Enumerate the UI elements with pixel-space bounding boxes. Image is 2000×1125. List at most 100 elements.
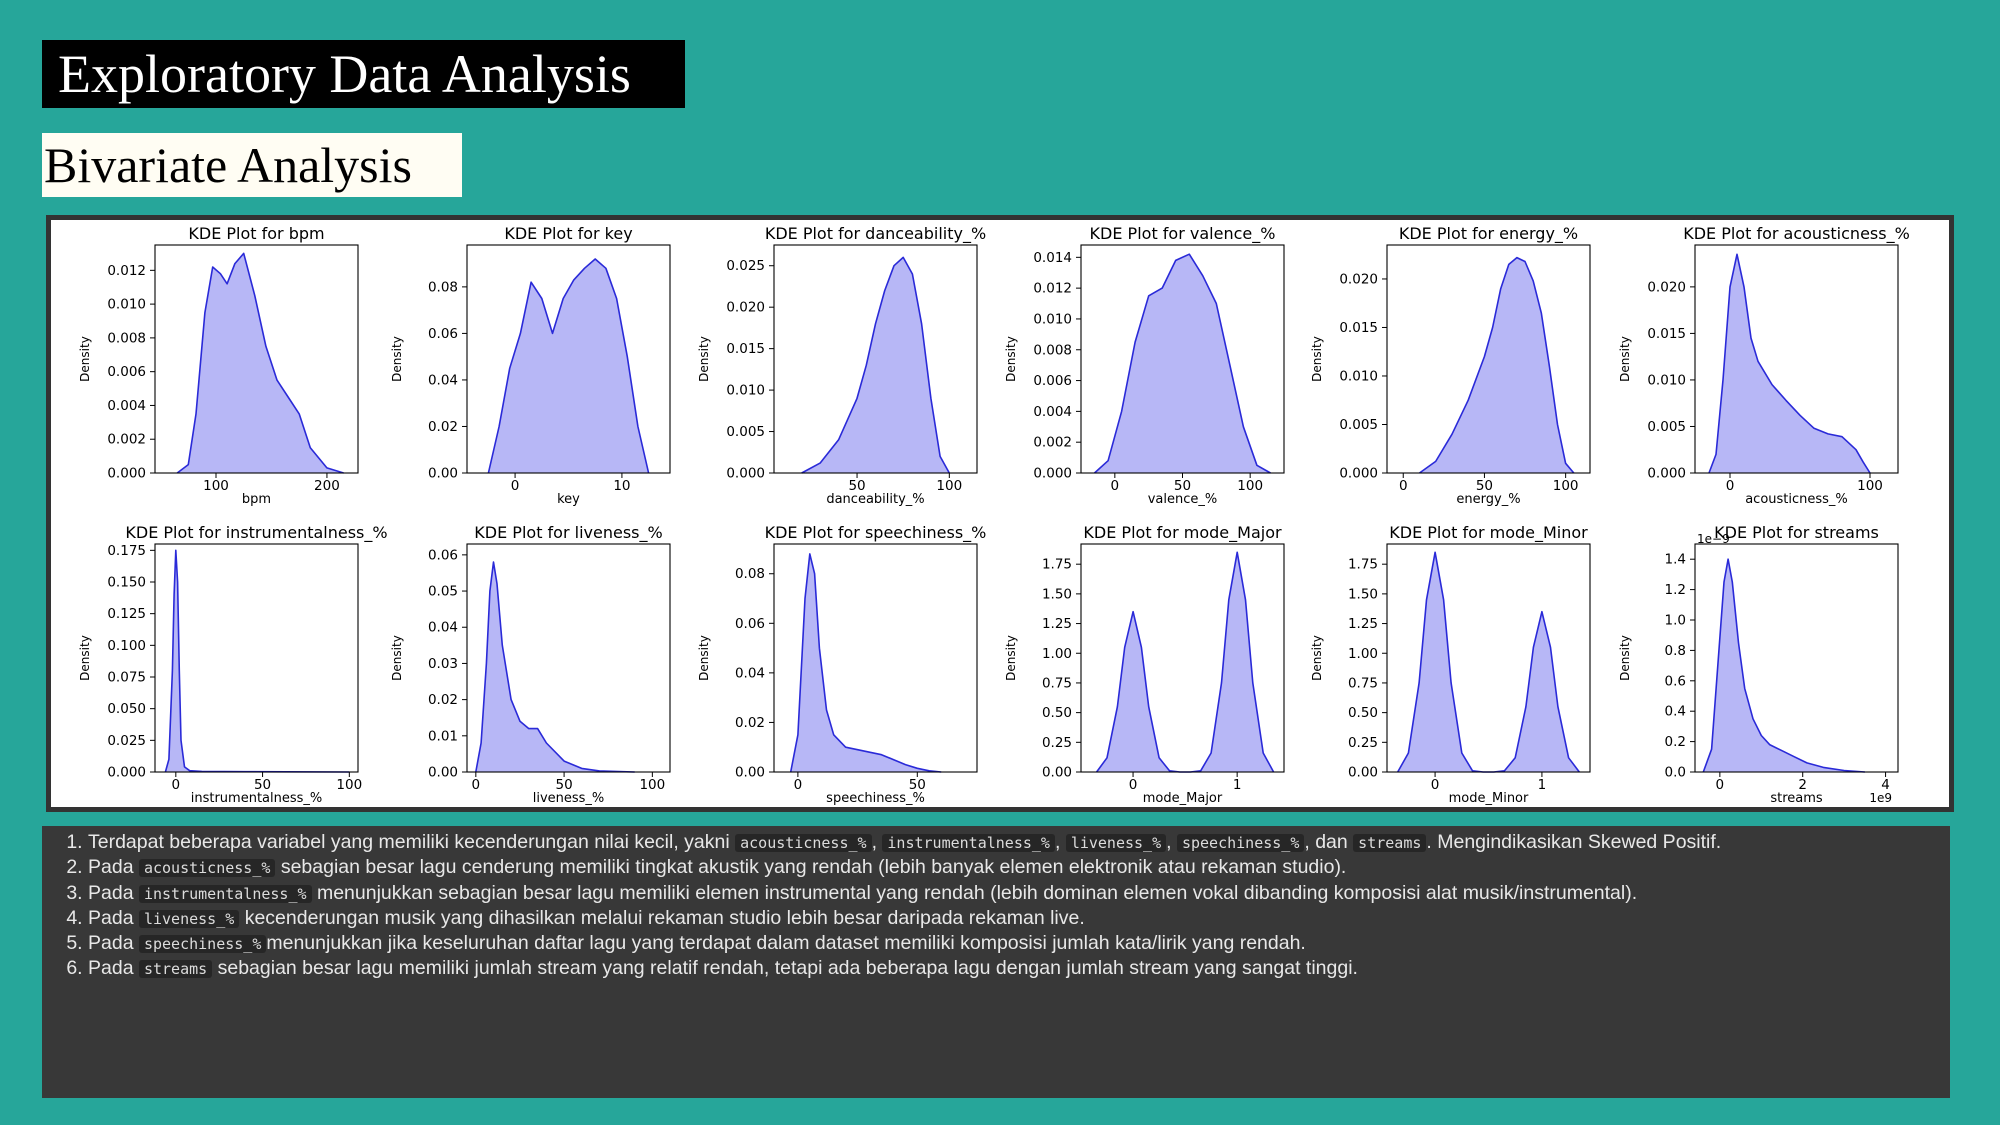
y-tick-label: 0.002 xyxy=(107,432,146,448)
y-tick-label: 0.000 xyxy=(1033,466,1072,482)
kde-line xyxy=(1419,256,1575,474)
y-tick-label: 1.50 xyxy=(1348,586,1378,602)
plot-title: KDE Plot for bpm xyxy=(188,224,324,243)
y-tick-label: 0.000 xyxy=(107,466,146,482)
x-axis-label: instrumentalness_% xyxy=(191,791,323,806)
y-tick-label: 1.4 xyxy=(1665,552,1686,568)
y-tick-label: 0.04 xyxy=(428,372,458,388)
plot-title: KDE Plot for speechiness_% xyxy=(765,523,987,543)
y-tick-label: 0.00 xyxy=(428,765,458,781)
kde-area xyxy=(177,253,344,473)
y-tick-label: 0.50 xyxy=(1042,705,1072,721)
x-axis-label: mode_Minor xyxy=(1449,791,1529,806)
y-tick-label: 0.04 xyxy=(428,620,458,636)
x-tick-label: 0 xyxy=(511,478,520,494)
code-variable: instrumentalness_% xyxy=(882,834,1055,852)
kde-area xyxy=(1709,254,1870,473)
x-tick-label: 2 xyxy=(1798,777,1807,793)
x-tick-label: 100 xyxy=(639,777,665,793)
x-tick-label: 100 xyxy=(1553,478,1579,494)
y-tick-label: 0.00 xyxy=(428,466,458,482)
y-tick-label: 0.005 xyxy=(1339,417,1378,433)
y-axis-label: Density xyxy=(78,336,92,382)
x-tick-label: 4 xyxy=(1881,777,1890,793)
kde-plots-panel: 0.000 0.002 0.004 0.006 0.008 0.010 0.012 100 20… xyxy=(46,215,1954,812)
y-tick-label: 1.00 xyxy=(1042,646,1072,662)
note-text: , xyxy=(871,831,883,853)
y-axis-label: Density xyxy=(1618,635,1632,681)
analysis-notes: Terdapat beberapa variabel yang memiliki… xyxy=(42,826,1950,1098)
x-offset-label: 1e9 xyxy=(1869,791,1892,805)
y-tick-label: 0.008 xyxy=(107,330,146,346)
plot-frame xyxy=(1694,244,1899,474)
y-tick-label: 0.03 xyxy=(428,656,458,672)
y-tick-label: 0.050 xyxy=(107,701,146,717)
x-tick-label: 100 xyxy=(203,478,229,494)
code-variable: speechiness_% xyxy=(138,935,267,954)
y-tick-label: 0.8 xyxy=(1665,643,1686,659)
note-text: kecenderungan musik yang dihasilkan mela… xyxy=(239,906,1085,929)
note-text: menunjukkan jika keseluruhan daftar lagu… xyxy=(266,932,1306,955)
note-item: Pada streams sebagian besar lagu memilik… xyxy=(88,956,1930,981)
y-axis-label: Density xyxy=(390,336,404,382)
note-text: Pada xyxy=(88,856,139,879)
y-tick-label: 0.06 xyxy=(428,326,458,342)
y-axis-label: Density xyxy=(1310,336,1324,382)
y-axis-label: Density xyxy=(390,635,404,681)
plot-title: KDE Plot for acousticness_% xyxy=(1683,224,1910,244)
y-tick-label: 1.50 xyxy=(1042,586,1072,602)
y-tick-label: 0.25 xyxy=(1042,735,1072,751)
y-tick-label: 0.015 xyxy=(726,341,765,357)
y-tick-label: 0.02 xyxy=(428,692,458,708)
kde-plot-8: 0.00 0.02 0.04 0.06 0.08 0 50 KDE Plot for spee… xyxy=(697,523,986,806)
y-axis-label: Density xyxy=(1004,635,1018,681)
y-axis-label: Density xyxy=(697,336,711,382)
y-tick-label: 0.006 xyxy=(1033,373,1072,389)
x-axis-label: acousticness_% xyxy=(1745,492,1848,507)
y-tick-label: 0.6 xyxy=(1665,673,1686,689)
plot-title: KDE Plot for valence_% xyxy=(1090,224,1276,244)
slide-title: Exploratory Data Analysis xyxy=(42,40,685,108)
y-tick-label: 0.2 xyxy=(1665,734,1686,750)
y-tick-label: 0.000 xyxy=(107,765,146,781)
y-axis-label: Density xyxy=(1310,635,1324,681)
y-tick-label: 0.002 xyxy=(1033,435,1072,451)
note-item: Pada acousticness_% sebagian besar lagu … xyxy=(88,855,1930,880)
plot-frame xyxy=(154,543,359,773)
y-offset-label: 1e−9 xyxy=(1697,532,1730,546)
plot-title: KDE Plot for key xyxy=(504,224,632,243)
y-tick-label: 0.50 xyxy=(1348,705,1378,721)
plot-title: KDE Plot for streams xyxy=(1714,523,1879,542)
plot-frame xyxy=(154,244,359,474)
notes-list: Terdapat beberapa variabel yang memiliki… xyxy=(56,830,1930,982)
x-tick-label: 100 xyxy=(1237,478,1263,494)
x-tick-label: 1 xyxy=(1233,777,1242,793)
plot-frame xyxy=(773,244,978,474)
plot-title: KDE Plot for danceability_% xyxy=(765,224,986,244)
y-tick-label: 0.00 xyxy=(1042,765,1072,781)
plot-title: KDE Plot for mode_Minor xyxy=(1389,523,1588,543)
plot-frame xyxy=(1386,543,1591,773)
plot-title: KDE Plot for instrumentalness_% xyxy=(125,523,387,543)
kde-area xyxy=(1094,254,1271,473)
y-axis-label: Density xyxy=(697,635,711,681)
y-tick-label: 0.150 xyxy=(107,575,146,591)
x-tick-label: 100 xyxy=(1857,478,1883,494)
plot-frame xyxy=(1694,543,1899,773)
x-tick-label: 100 xyxy=(936,478,962,494)
x-axis-label: key xyxy=(557,492,580,507)
x-tick-label: 50 xyxy=(254,777,271,793)
x-axis-label: speechiness_% xyxy=(826,791,925,806)
x-tick-label: 0 xyxy=(794,777,803,793)
y-tick-label: 0.015 xyxy=(1339,320,1378,336)
x-tick-label: 0 xyxy=(172,777,181,793)
code-variable: streams xyxy=(138,960,213,979)
slide-subtitle: Bivariate Analysis xyxy=(42,133,462,197)
y-tick-label: 1.25 xyxy=(1348,616,1378,632)
y-tick-label: 0.010 xyxy=(1033,311,1072,327)
y-tick-label: 0.010 xyxy=(1339,368,1378,384)
plot-title: KDE Plot for mode_Major xyxy=(1083,523,1282,543)
note-text: , xyxy=(1166,831,1177,853)
y-tick-label: 0.4 xyxy=(1665,704,1686,720)
x-axis-label: bpm xyxy=(242,492,271,507)
